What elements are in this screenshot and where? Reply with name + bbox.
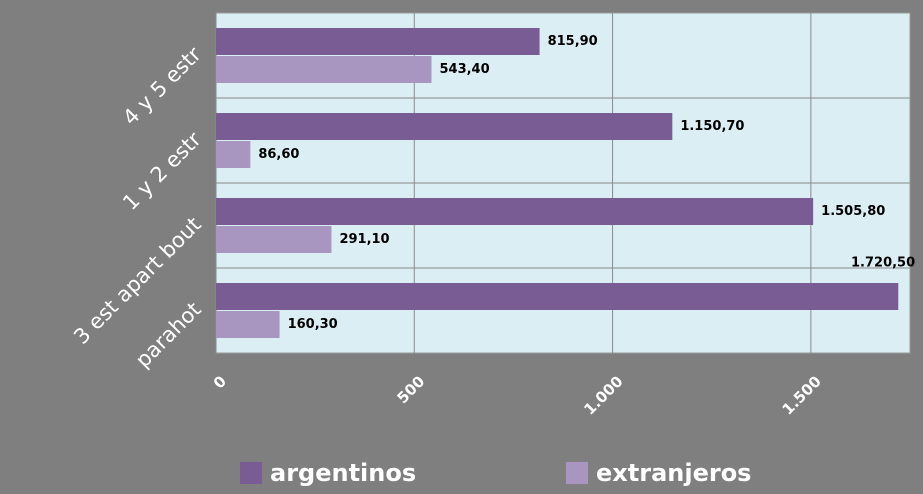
- bar: [216, 113, 673, 140]
- data-label: 86,60: [258, 147, 299, 162]
- data-label: 1.720,50: [851, 256, 915, 271]
- legend-swatch: [240, 462, 262, 484]
- data-label: 291,10: [339, 232, 389, 247]
- bar: [216, 56, 432, 83]
- bar: [216, 226, 332, 253]
- bar: [216, 311, 280, 338]
- data-label: 1.150,70: [680, 119, 744, 134]
- bar: [216, 141, 251, 168]
- bar: [216, 198, 814, 225]
- data-label: 160,30: [288, 317, 338, 332]
- bar: [216, 28, 540, 55]
- data-label: 815,90: [548, 34, 598, 49]
- data-label: 1.505,80: [821, 204, 885, 219]
- legend-swatch: [566, 462, 588, 484]
- legend-label: extranjeros: [596, 459, 751, 487]
- bar: [216, 283, 899, 310]
- legend-label: argentinos: [270, 459, 416, 487]
- data-label: 543,40: [439, 62, 489, 77]
